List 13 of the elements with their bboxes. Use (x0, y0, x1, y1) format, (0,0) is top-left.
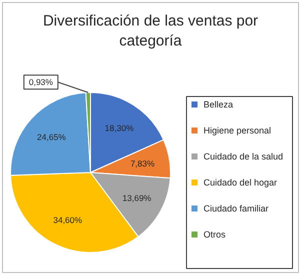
legend-label: Higiene personal (204, 126, 272, 136)
data-label: 34,60% (53, 215, 83, 226)
data-label: 18,30% (104, 123, 134, 134)
legend-label: Belleza (204, 100, 234, 110)
legend-label: Otros (204, 230, 226, 240)
legend-label: Cuidado de la salud (204, 152, 284, 162)
legend-label: Cuidado del hogar (204, 178, 278, 188)
data-label: 24,65% (37, 132, 66, 142)
chart-title: Diversificación de las ventas por categoría (42, 12, 258, 50)
data-label: 13,69% (122, 192, 152, 203)
data-label: 0,93% (28, 77, 54, 88)
data-label: 7,83% (130, 158, 155, 168)
legend-label: Ciudado familiar (204, 204, 269, 214)
